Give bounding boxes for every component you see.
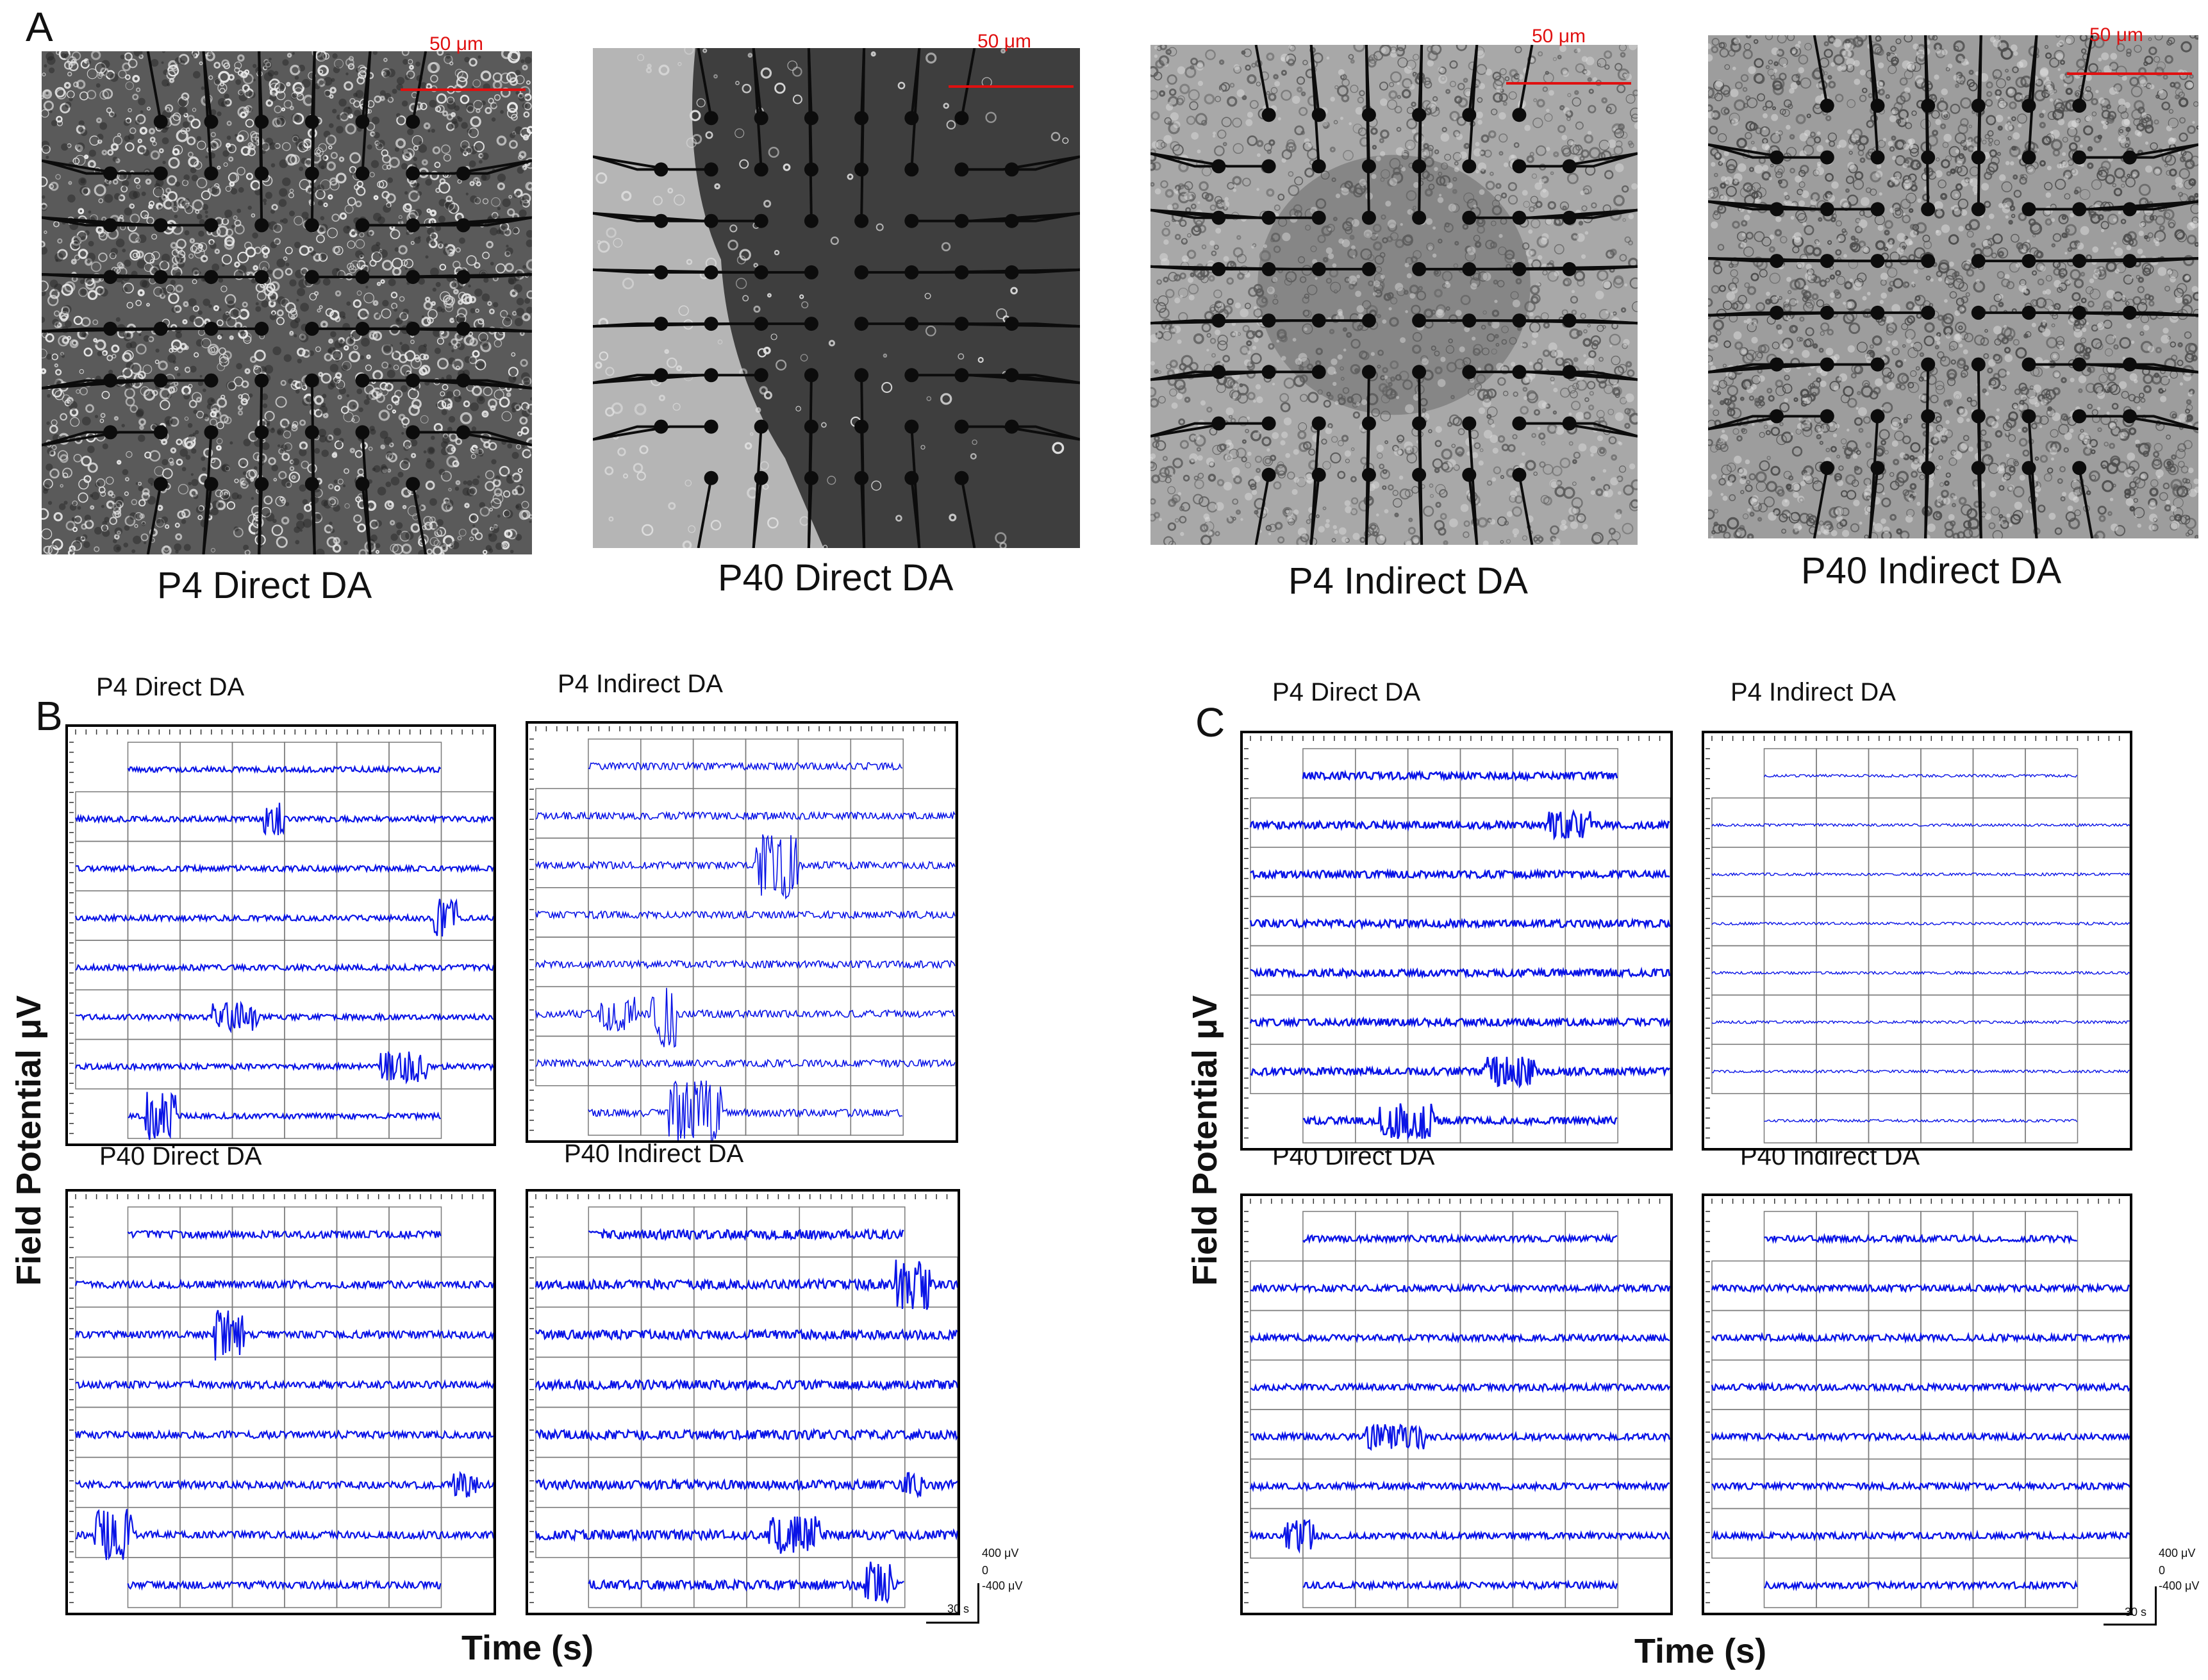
recording-c-p4-direct xyxy=(1240,731,1673,1151)
rec-title-b-p4-indirect: P4 Indirect DA xyxy=(558,670,723,698)
micrograph-p40-indirect xyxy=(1708,35,2198,538)
scale-bar-b-mid: 0 xyxy=(982,1564,989,1577)
caption-p40-direct: P40 Direct DA xyxy=(718,557,954,599)
trace-grid xyxy=(1706,1199,2130,1608)
trace-grid xyxy=(529,726,956,1140)
rec-title-c-p4-direct: P4 Direct DA xyxy=(1272,678,1421,706)
caption-p4-direct: P4 Direct DA xyxy=(157,565,372,606)
y-axis-title-c: Field Potential μV xyxy=(1186,995,1224,1286)
rec-title-b-p4-direct: P4 Direct DA xyxy=(96,673,245,701)
caption-p40-indirect: P40 Indirect DA xyxy=(1801,550,2062,592)
micrograph-image xyxy=(1150,45,1638,545)
scale-bar-c-time: 30 s xyxy=(2125,1606,2147,1618)
recording-b-p4-direct xyxy=(65,724,496,1146)
micrograph-p40-direct xyxy=(593,48,1080,548)
scale-label-1: 50 μm xyxy=(429,33,483,54)
panel-label-c: C xyxy=(1195,699,1225,745)
trace-grid xyxy=(69,1194,494,1608)
trace-grid xyxy=(1706,736,2130,1144)
scale-bar-b-top: 400 μV xyxy=(982,1547,1019,1559)
recording-c-p40-direct xyxy=(1240,1193,1673,1615)
trace-grid xyxy=(69,729,494,1140)
rec-title-b-p40-indirect: P40 Indirect DA xyxy=(564,1140,744,1168)
trace-grid xyxy=(1244,1199,1670,1608)
caption-p4-indirect: P4 Indirect DA xyxy=(1288,560,1528,602)
scale-bar-b-bottom: -400 μV xyxy=(982,1579,1023,1592)
trace-grid xyxy=(529,1194,958,1608)
micrograph-p4-direct xyxy=(42,51,532,554)
trace-grid xyxy=(1244,736,1670,1144)
scale-bar-b-lines xyxy=(926,1583,979,1624)
rec-title-c-p4-indirect: P4 Indirect DA xyxy=(1731,678,1896,706)
scale-bar-c-bottom: -400 μV xyxy=(2159,1579,2200,1592)
scale-label-4: 50 μm xyxy=(2089,24,2143,46)
scale-bar-c-mid: 0 xyxy=(2159,1564,2166,1577)
panel-label-a: A xyxy=(26,4,53,50)
recording-b-p40-direct xyxy=(65,1189,496,1615)
micrograph-image xyxy=(42,51,532,554)
scale-label-2: 50 μm xyxy=(977,31,1031,52)
y-axis-title-b: Field Potential μV xyxy=(10,995,48,1286)
scale-bar-c-top: 400 μV xyxy=(2159,1547,2196,1559)
scale-bar-b-time: 30 s xyxy=(947,1602,970,1615)
x-axis-title-b: Time (s) xyxy=(461,1629,594,1667)
recording-b-p4-indirect xyxy=(526,721,958,1143)
micrograph-image xyxy=(593,48,1080,548)
x-axis-title-c: Time (s) xyxy=(1634,1632,1767,1670)
panel-label-b: B xyxy=(35,693,63,739)
rec-title-b-p40-direct: P40 Direct DA xyxy=(99,1142,262,1170)
scale-label-3: 50 μm xyxy=(1532,26,1586,47)
recording-b-p40-indirect xyxy=(526,1189,960,1615)
micrograph-p4-indirect xyxy=(1150,45,1638,545)
recording-c-p4-indirect xyxy=(1702,731,2132,1151)
recording-c-p40-indirect xyxy=(1702,1193,2132,1615)
scale-bar-c-lines xyxy=(2104,1586,2157,1626)
micrograph-image xyxy=(1708,35,2198,538)
